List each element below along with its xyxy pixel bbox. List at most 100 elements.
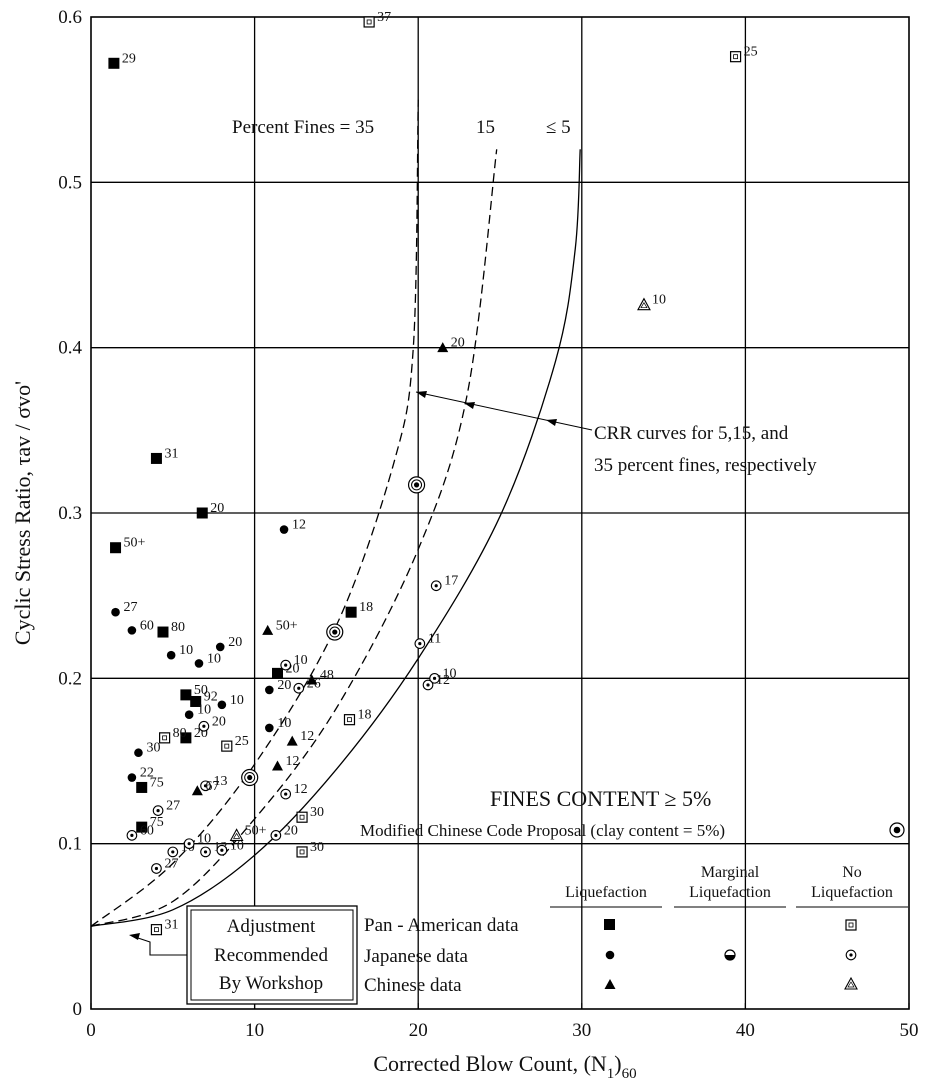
data-point-marginal-circle — [241, 768, 259, 787]
data-point-open-circle — [200, 780, 211, 792]
data-point-open-circle — [414, 638, 426, 649]
data-point-filled-triangle — [262, 624, 274, 635]
data-point-open-square — [729, 51, 742, 63]
data-point-label: 10 — [197, 832, 211, 847]
legend-open-square-marker — [845, 919, 857, 931]
data-point-filled-circle — [265, 685, 274, 695]
legend-filled-triangle-marker — [604, 979, 616, 989]
data-point-filled-circle — [134, 748, 143, 758]
data-point-label: 31 — [164, 446, 178, 461]
crr-curve-5 — [91, 149, 581, 927]
data-point-label: 12 — [300, 729, 314, 744]
data-point-label: 60 — [140, 823, 154, 838]
data-point-filled-square — [108, 57, 120, 69]
data-point-label: 20 — [228, 635, 242, 650]
data-point-open-square — [159, 732, 171, 744]
data-point-open-square — [296, 811, 308, 823]
data-point-open-square — [343, 714, 356, 726]
data-point-filled-triangle — [191, 785, 203, 796]
data-point-label: 48 — [320, 668, 334, 683]
y-tick-label: 0.2 — [58, 668, 82, 689]
data-point-open-circle — [422, 679, 434, 691]
data-point-label: 27 — [124, 600, 138, 615]
adjustment-arrowhead — [129, 933, 140, 940]
data-point-open-square — [150, 924, 163, 936]
data-point-label: 20 — [212, 714, 226, 729]
data-point-label: 67 — [205, 779, 219, 794]
data-point-filled-circle — [215, 642, 225, 652]
legend-open-square-inner — [848, 922, 854, 928]
legend-header-no: No — [842, 864, 862, 881]
data-point-marginal-circle — [407, 476, 426, 494]
data-point-label: 60 — [140, 618, 154, 633]
crr-curve-15 — [91, 149, 498, 927]
legend-marginal-circle-marker — [724, 949, 736, 961]
fines-content-title: FINES CONTENT ≥ 5% — [490, 786, 711, 811]
data-point-label: 25 — [744, 45, 758, 60]
legend: Liquefaction Marginal Liquefaction No Li… — [364, 864, 908, 996]
data-point-open-circle — [151, 863, 162, 874]
data-point-label: 12 — [292, 518, 306, 533]
data-point-open-circle — [167, 846, 179, 858]
fines-15-label: 15 — [476, 117, 495, 138]
data-point-label: 20 — [277, 678, 291, 693]
data-point-label: 27 — [164, 856, 178, 871]
data-point-filled-circle — [166, 650, 176, 660]
crr-callout-line1: CRR curves for 5,15, and — [594, 423, 789, 444]
data-point-label: 17 — [444, 574, 458, 589]
data-point-filled-triangle — [272, 760, 284, 771]
data-point-filled-circle — [184, 710, 194, 720]
gridlines — [91, 17, 909, 1009]
y-axis-title: Cyclic Stress Ratio, τav / σvo' — [10, 381, 35, 645]
legend-header-no-liquefaction: Liquefaction — [811, 884, 893, 901]
chinese-code-label: Modified Chinese Code Proposal (clay con… — [360, 821, 725, 840]
data-point-label: 12 — [294, 782, 308, 797]
legend-open-triangle-marker — [844, 976, 858, 990]
data-point-open-square — [296, 846, 308, 858]
crr-callout-arrowhead-15 — [464, 402, 475, 409]
data-point-open-square — [363, 16, 375, 28]
data-point-open-circle — [429, 672, 440, 684]
legend-header-marginal-liquefaction: Liquefaction — [689, 884, 771, 901]
data-point-filled-square — [196, 507, 208, 519]
data-point-label: 37 — [377, 10, 391, 25]
data-point-filled-circle — [127, 626, 137, 635]
data-point-marginal-circle — [326, 623, 344, 641]
data-point-label: 10 — [294, 653, 308, 668]
data-point-filled-circle — [194, 659, 204, 668]
crr-callout: CRR curves for 5,15, and 35 percent fine… — [415, 391, 817, 476]
crr-callout-arrowhead-35 — [416, 391, 427, 398]
data-point-filled-square — [136, 821, 148, 833]
fines-5-label: ≤ 5 — [546, 117, 571, 138]
data-point-open-circle — [198, 720, 210, 732]
legend-filled-circle-marker — [605, 950, 615, 960]
data-point-filled-square — [110, 542, 122, 554]
chinese-code-marker — [889, 822, 905, 838]
y-tick-label: 0 — [73, 999, 83, 1020]
y-tick-label: 0.1 — [58, 834, 82, 855]
data-point-label: 27 — [166, 799, 180, 814]
data-point-filled-triangle — [437, 342, 449, 353]
data-point-filled-circle — [111, 607, 120, 617]
legend-header-marginal: Marginal — [701, 864, 760, 881]
data-point-label: 80 — [173, 726, 187, 741]
x-tick-label: 10 — [245, 1020, 264, 1041]
data-point-label: 29 — [122, 51, 136, 66]
data-point-label: 50+ — [245, 823, 267, 838]
data-point-open-circle — [293, 682, 305, 694]
adjustment-line2: Recommended — [214, 945, 328, 966]
x-tick-label: 20 — [409, 1020, 428, 1041]
legend-row-japanese: Japanese data — [364, 946, 468, 967]
adjustment-line1: Adjustment — [227, 916, 316, 937]
adjustment-box: Adjustment Recommended By Workshop — [129, 905, 358, 1005]
data-point-label: 20 — [451, 336, 465, 351]
data-point-label: 80 — [171, 620, 185, 635]
data-point-label: 20 — [210, 501, 224, 516]
x-tick-label: 30 — [572, 1020, 591, 1041]
data-point-label: 50 — [194, 683, 208, 698]
adjustment-arrow — [134, 936, 187, 956]
data-point-label: 18 — [359, 600, 373, 615]
data-point-label: 50+ — [124, 536, 146, 551]
